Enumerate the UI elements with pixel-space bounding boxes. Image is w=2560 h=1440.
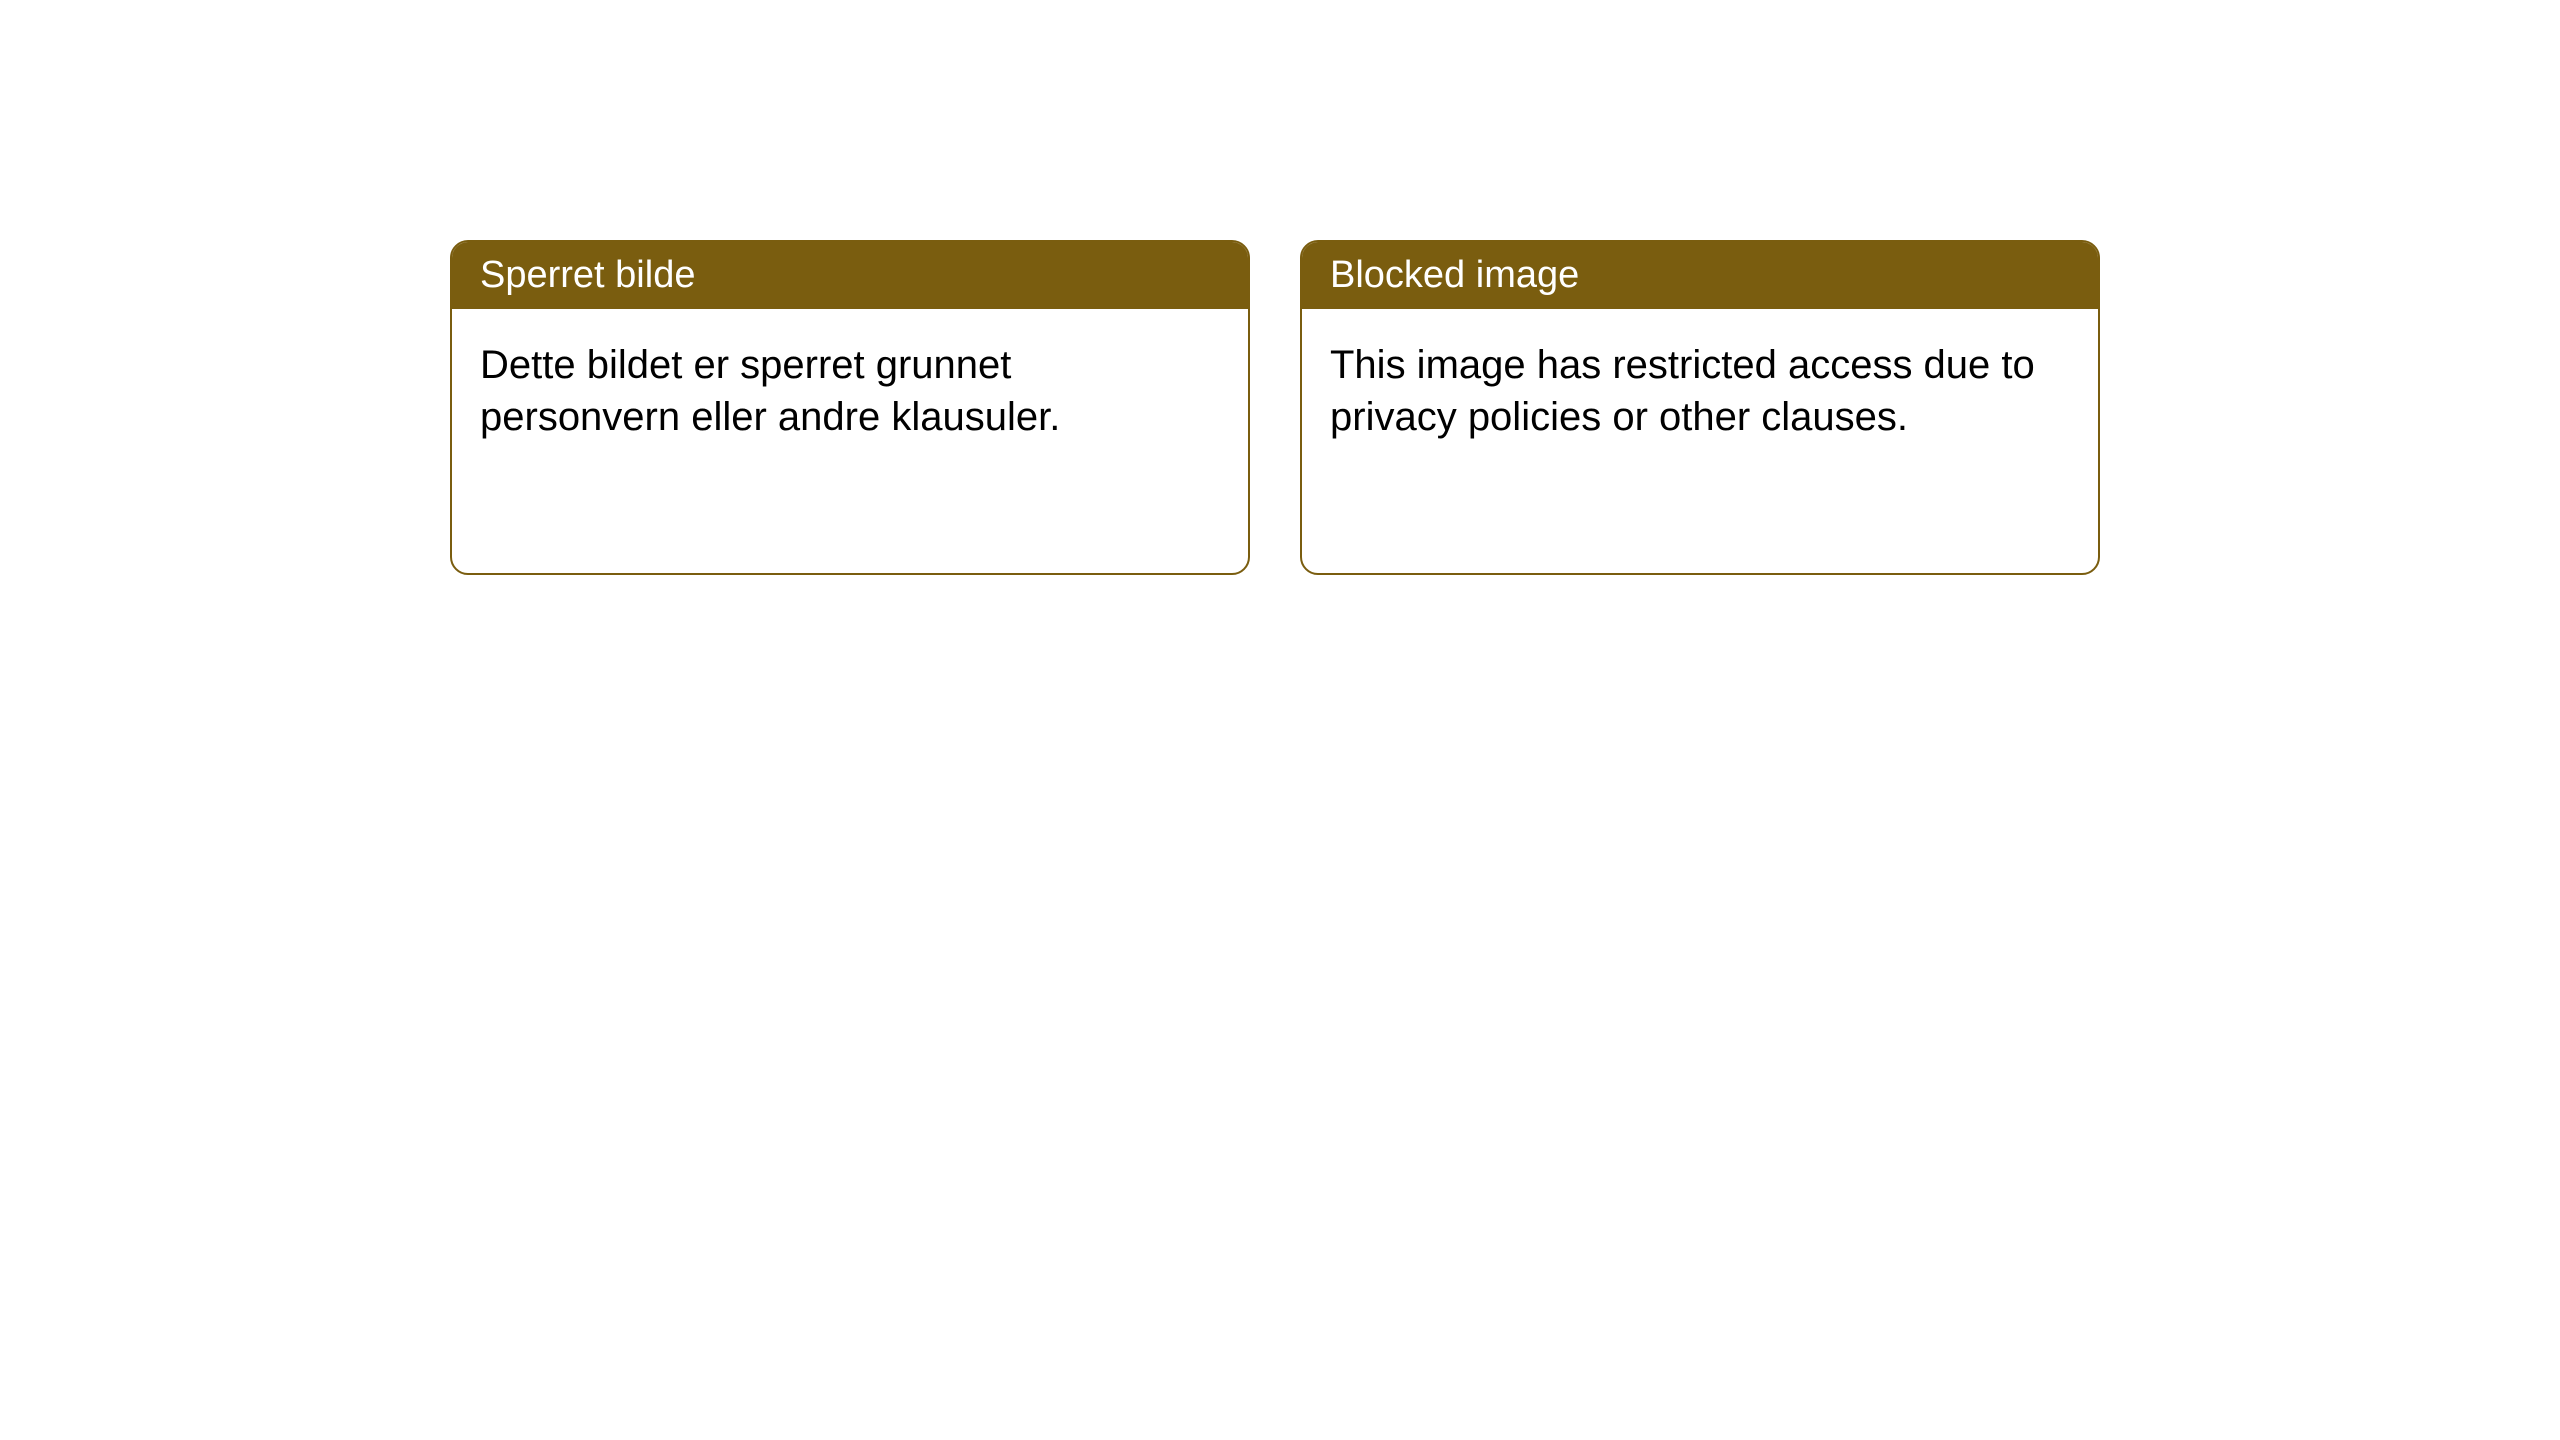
card-header: Sperret bilde bbox=[452, 242, 1248, 309]
card-body-text: This image has restricted access due to … bbox=[1330, 343, 2035, 439]
card-header-text: Sperret bilde bbox=[480, 254, 695, 296]
notice-container: Sperret bilde Dette bildet er sperret gr… bbox=[0, 0, 2560, 575]
card-body: Dette bildet er sperret grunnet personve… bbox=[452, 309, 1248, 473]
card-header: Blocked image bbox=[1302, 242, 2098, 309]
card-header-text: Blocked image bbox=[1330, 254, 1579, 296]
notice-card-english: Blocked image This image has restricted … bbox=[1300, 240, 2100, 575]
card-body-text: Dette bildet er sperret grunnet personve… bbox=[480, 343, 1060, 439]
card-body: This image has restricted access due to … bbox=[1302, 309, 2098, 473]
notice-card-norwegian: Sperret bilde Dette bildet er sperret gr… bbox=[450, 240, 1250, 575]
